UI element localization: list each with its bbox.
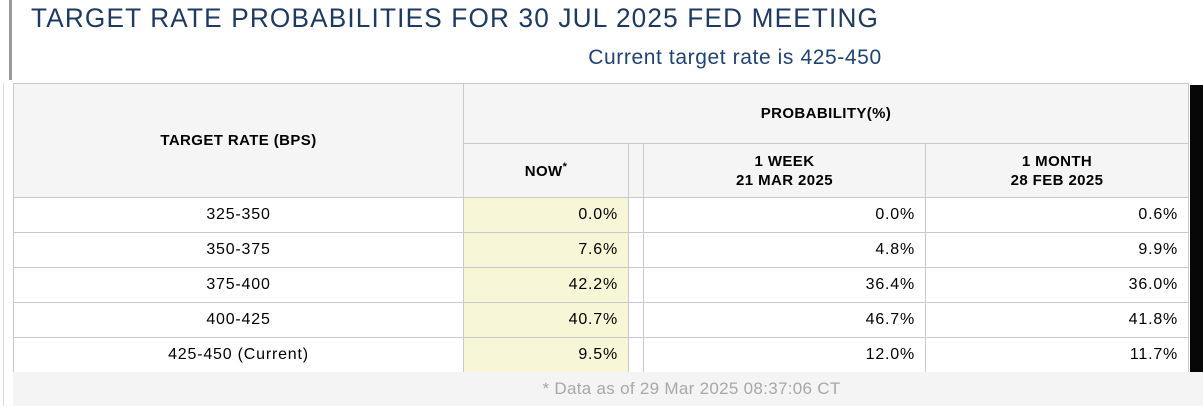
rate-range-cell: 325-350 (13, 197, 464, 233)
current-target-rate-text: Current target rate is 425-450 (588, 46, 882, 69)
month-label: 1 MONTH (1021, 152, 1093, 170)
spacer-cell (628, 337, 644, 373)
page-title: TARGET RATE PROBABILITIES FOR 30 JUL 202… (31, 3, 880, 33)
col-header-now: NOW* (463, 143, 629, 198)
week-value-cell: 12.0% (643, 337, 926, 373)
rate-range-cell: 350-375 (13, 232, 464, 268)
month-value-cell: 9.9% (924, 232, 1190, 268)
week-value-cell: 36.4% (643, 267, 926, 303)
footnote-band: * Data as of 29 Mar 2025 08:37:06 CT (13, 372, 1203, 406)
spacer-cell (628, 302, 644, 338)
table-row: 425-450 (Current) 9.5% 12.0% 11.7% (13, 337, 1190, 373)
month-date: 28 FEB 2025 (1010, 171, 1104, 189)
now-asterisk: * (562, 161, 568, 173)
week-value-cell: 46.7% (643, 302, 926, 338)
week-date: 21 MAR 2025 (736, 171, 833, 189)
spacer-cell (628, 197, 644, 233)
week-label: 1 WEEK (754, 152, 815, 170)
col-header-target-rate: TARGET RATE (BPS) (13, 83, 464, 198)
week-value-cell: 0.0% (643, 197, 926, 233)
month-value-cell: 41.8% (924, 302, 1190, 338)
vertical-scrollbar[interactable] (1190, 85, 1203, 372)
month-value-cell: 36.0% (924, 267, 1190, 303)
col-header-probability: PROBABILITY(%) (462, 83, 1190, 144)
table-row: 325-350 0.0% 0.0% 0.6% (13, 197, 1190, 233)
now-value-cell: 9.5% (463, 337, 629, 373)
rate-range-cell: 425-450 (Current) (13, 337, 464, 373)
spacer-cell (628, 232, 644, 268)
now-label: NOW (524, 163, 563, 180)
title-accent-bar (9, 0, 12, 80)
header-spacer-cell (628, 143, 644, 198)
probabilities-table: TARGET RATE (BPS) PROBABILITY(%) NOW* 1 … (13, 83, 1190, 373)
rate-range-cell: 375-400 (13, 267, 464, 303)
data-as-of-footnote: * Data as of 29 Mar 2025 08:37:06 CT (542, 379, 841, 398)
now-value-cell: 42.2% (463, 267, 629, 303)
table-row: 350-375 7.6% 4.8% 9.9% (13, 232, 1190, 268)
month-value-cell: 0.6% (924, 197, 1190, 233)
now-value-cell: 7.6% (463, 232, 629, 268)
left-divider-line (3, 83, 4, 406)
now-value-cell: 0.0% (463, 197, 629, 233)
rate-range-cell: 400-425 (13, 302, 464, 338)
now-value-cell: 40.7% (463, 302, 629, 338)
subtitle-row: Current target rate is 425-450 (0, 46, 1203, 70)
spacer-cell (628, 267, 644, 303)
week-value-cell: 4.8% (643, 232, 926, 268)
col-header-1month: 1 MONTH 28 FEB 2025 (924, 143, 1190, 198)
table-row: 400-425 40.7% 46.7% 41.8% (13, 302, 1190, 338)
table-row: 375-400 42.2% 36.4% 36.0% (13, 267, 1190, 303)
col-header-1week: 1 WEEK 21 MAR 2025 (643, 143, 926, 198)
month-value-cell: 11.7% (924, 337, 1190, 373)
